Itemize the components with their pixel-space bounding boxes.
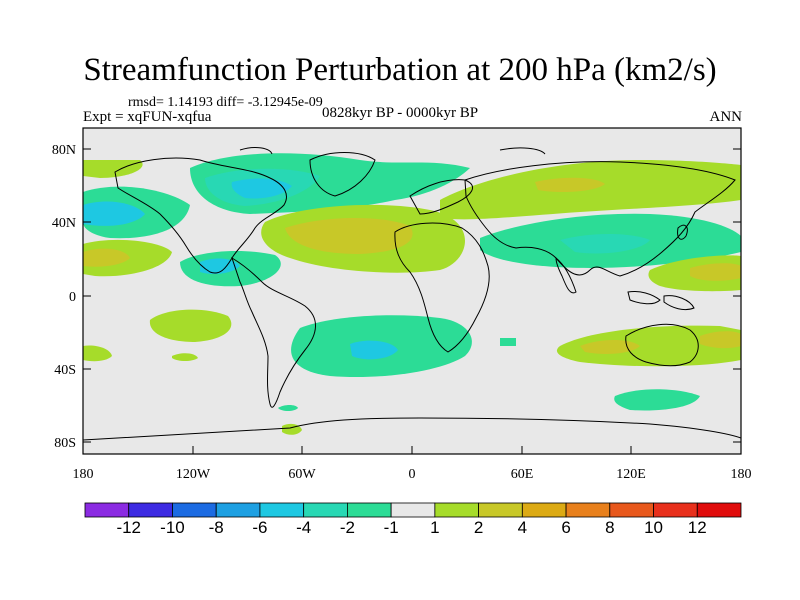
lon-tick-60w: 60W (288, 467, 316, 482)
contour-neg-southern-indian (614, 389, 700, 411)
contour-neg-south-atlantic-core (350, 340, 398, 360)
colorbar-labels: -12 -10 -8 -6 -4 -2 -1 1 2 4 6 8 10 12 (116, 518, 706, 537)
contour-pos-south-pacific-east (700, 331, 741, 349)
lon-tick-120e: 120E (616, 467, 646, 482)
colorbar-label: -10 (160, 518, 185, 537)
colorbar-box (696, 502, 742, 518)
lon-axis (82, 446, 742, 454)
colorbar-label: 4 (518, 518, 527, 537)
colorbar-box (215, 502, 261, 518)
colorbar-label: -2 (340, 518, 355, 537)
contour-neg-north-america-core (231, 178, 292, 199)
colorbar-label: 2 (474, 518, 483, 537)
colorbar (84, 502, 742, 518)
contour-neg-small-south (278, 405, 298, 411)
contour-pos-north-pacific-core (83, 248, 130, 267)
lat-tick-0: 0 (69, 290, 76, 305)
colorbar-box (128, 502, 173, 518)
experiment-label: Expt = xqFUN-xqfua (83, 109, 212, 125)
contour-neg-asia-inner (560, 234, 650, 254)
contour-pos-south-indian-core (580, 340, 640, 354)
contour-neg-caribbean-core (200, 258, 240, 274)
colorbar-box (478, 502, 523, 518)
colorbar-label: 12 (688, 518, 707, 537)
coastlines (83, 146, 741, 441)
contour-neg-north-pacific-core (83, 201, 145, 226)
lon-tick-60e: 60E (511, 467, 534, 482)
contour-neg-south-atlantic-tail (500, 338, 516, 346)
colorbar-label: -8 (209, 518, 224, 537)
contour-pos-north-eurasia-core (535, 177, 605, 192)
stats-label: rmsd= 1.14193 diff= -3.12945e-09 (128, 95, 323, 110)
colorbar-label: 6 (561, 518, 570, 537)
contour-pos-arctic-west (83, 160, 143, 178)
lat-tick-40s: 40S (54, 363, 76, 378)
colorbar-box (390, 502, 436, 518)
lon-tick-180e: 180 (731, 467, 752, 482)
colorbar-box (521, 502, 567, 518)
lat-tick-80s: 80S (54, 436, 76, 451)
lat-tick-80n: 80N (52, 143, 76, 158)
colorbar-box (653, 502, 698, 518)
season-label: ANN (709, 109, 743, 125)
colorbar-box (346, 502, 392, 518)
contour-pos-south-pacific (83, 345, 112, 362)
colorbar-label: 8 (605, 518, 614, 537)
colorbar-label: 1 (430, 518, 439, 537)
colorbar-box (303, 502, 348, 518)
lon-tick-120w: 120W (176, 467, 211, 482)
contour-pos-west-pacific-core (690, 263, 741, 281)
lat-tick-40n: 40N (52, 216, 76, 231)
colorbar-label: -6 (252, 518, 267, 537)
plot-title: Streamfunction Perturbation at 200 hPa (… (83, 52, 717, 88)
colorbar-box (565, 502, 611, 518)
colorbar-label: -4 (296, 518, 311, 537)
colorbar-box (84, 502, 130, 518)
contour-pos-south-pacific-small (172, 353, 198, 361)
colorbar-box (259, 502, 305, 518)
lat-axis (83, 148, 741, 443)
lon-tick-labels: 180 120W 60W 0 60E 120E 180 (73, 467, 752, 482)
contour-pos-north-atlantic-core (285, 217, 413, 254)
lon-tick-180w: 180 (73, 467, 94, 482)
colorbar-box (434, 502, 480, 518)
contour-fields (83, 146, 741, 441)
colorbar-label: 10 (644, 518, 663, 537)
colorbar-label: -1 (384, 518, 399, 537)
period-label: 0828kyr BP - 0000kyr BP (322, 105, 479, 121)
contour-pos-north-eurasia (440, 160, 741, 220)
colorbar-box (609, 502, 654, 518)
lat-tick-labels: 80N 40N 0 40S 80S (52, 143, 76, 451)
lon-tick-0: 0 (409, 467, 416, 482)
contour-pos-tropical-pacific (149, 309, 232, 342)
colorbar-box (172, 502, 217, 518)
colorbar-label: -12 (116, 518, 141, 537)
